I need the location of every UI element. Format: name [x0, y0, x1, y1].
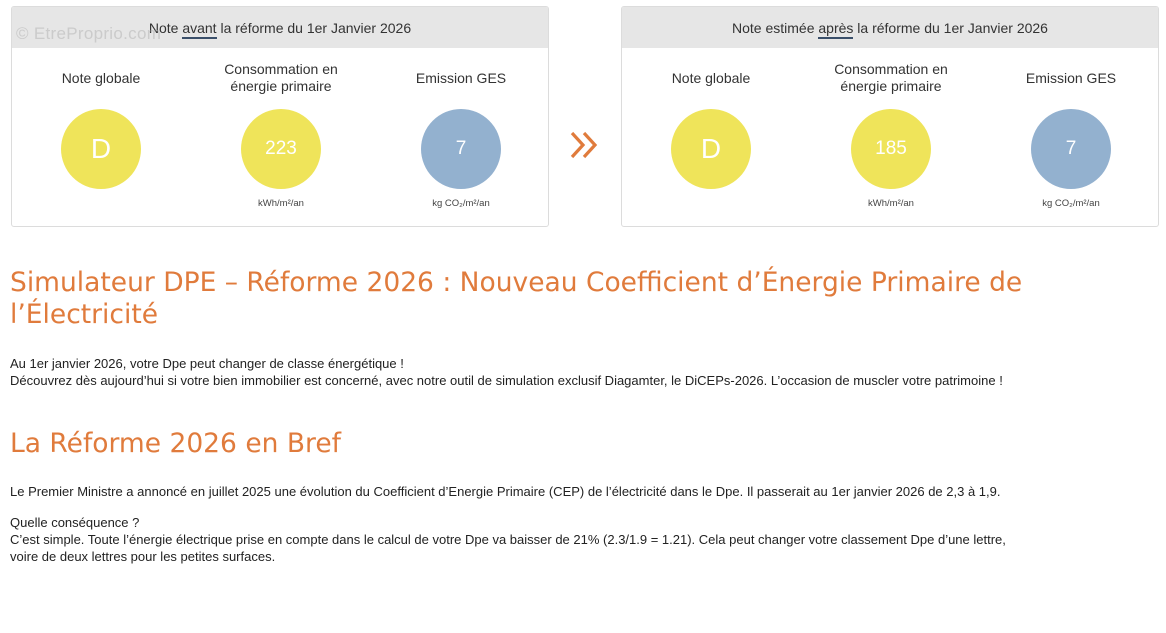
intro-line-2: Découvrez dès aujourd’hui si votre bien …	[10, 373, 1003, 388]
before-metric-consommation: Consommation en énergie primaire 223 kWh…	[201, 48, 361, 210]
metric-label: Emission GES	[415, 69, 507, 86]
dpe-class-circle: D	[61, 109, 141, 189]
metric-label-line2: énergie primaire	[230, 78, 332, 94]
answer-line-2: voire de deux lettres pour les petites s…	[10, 549, 276, 564]
after-metric-note-globale: Note globale D	[631, 48, 791, 210]
metric-label-line1: Consommation en	[224, 61, 338, 77]
metric-unit	[631, 198, 791, 210]
ges-value-circle: 7	[1031, 109, 1111, 189]
metric-unit: kWh/m²/an	[258, 198, 304, 209]
before-metric-note-globale: Note globale D	[21, 48, 181, 210]
question-text: Quelle conséquence ?	[10, 515, 140, 530]
after-header-suffix: la réforme du 1er Janvier 2026	[853, 20, 1048, 36]
metric-label: Emission GES	[1025, 69, 1117, 86]
after-header-emphasis: après	[818, 20, 854, 39]
metric-unit: kg CO₂/m²/an	[432, 198, 490, 209]
before-header-suffix: la réforme du 1er Janvier 2026	[216, 20, 412, 36]
intro-paragraph: Au 1er janvier 2026, votre Dpe peut chan…	[10, 355, 1160, 389]
ges-value-circle: 7	[421, 109, 501, 189]
section-paragraph: Le Premier Ministre a annoncé en juillet…	[10, 483, 1160, 500]
metric-label-line1: Consommation en	[834, 61, 948, 77]
energy-value-circle: 223	[241, 109, 321, 189]
before-header-prefix: Note	[148, 20, 183, 36]
page-title: Simulateur DPE – Réforme 2026 : Nouveau …	[10, 267, 1023, 330]
metric-unit	[21, 198, 181, 210]
consequence-paragraph: Quelle conséquence ? C’est simple. Toute…	[10, 514, 1160, 565]
section-paragraph-text: Le Premier Ministre a annoncé en juillet…	[10, 484, 1001, 499]
metric-label: Note globale	[671, 69, 751, 86]
metric-unit: kg CO₂/m²/an	[1042, 198, 1100, 209]
before-metric-ges: Emission GES 7 kg CO₂/m²/an	[381, 48, 541, 210]
intro-line-1: Au 1er janvier 2026, votre Dpe peut chan…	[10, 356, 404, 371]
after-metric-ges: Emission GES 7 kg CO₂/m²/an	[991, 48, 1151, 210]
double-chevron-right-icon	[570, 131, 598, 159]
before-card-header: Note avant la réforme du 1er Janvier 202…	[12, 7, 548, 48]
energy-value-circle: 185	[851, 109, 931, 189]
dpe-after-card: Note estimée après la réforme du 1er Jan…	[621, 6, 1159, 227]
metric-label: Consommation en énergie primaire	[811, 58, 971, 98]
after-header-prefix: Note estimée	[732, 20, 819, 36]
answer-line-1: C’est simple. Toute l’énergie électrique…	[10, 532, 1006, 547]
before-header-emphasis: avant	[182, 20, 217, 39]
after-card-header: Note estimée après la réforme du 1er Jan…	[622, 7, 1158, 48]
metric-unit: kWh/m²/an	[868, 198, 914, 209]
metric-label: Note globale	[61, 69, 141, 86]
metric-label: Consommation en énergie primaire	[201, 58, 361, 98]
metric-label-line2: énergie primaire	[840, 78, 942, 94]
watermark: © EtreProprio.com	[16, 24, 162, 43]
section-title: La Réforme 2026 en Bref	[10, 428, 341, 459]
dpe-before-card: Note avant la réforme du 1er Janvier 202…	[11, 6, 549, 227]
after-metric-consommation: Consommation en énergie primaire 185 kWh…	[811, 48, 971, 210]
dpe-class-circle: D	[671, 109, 751, 189]
